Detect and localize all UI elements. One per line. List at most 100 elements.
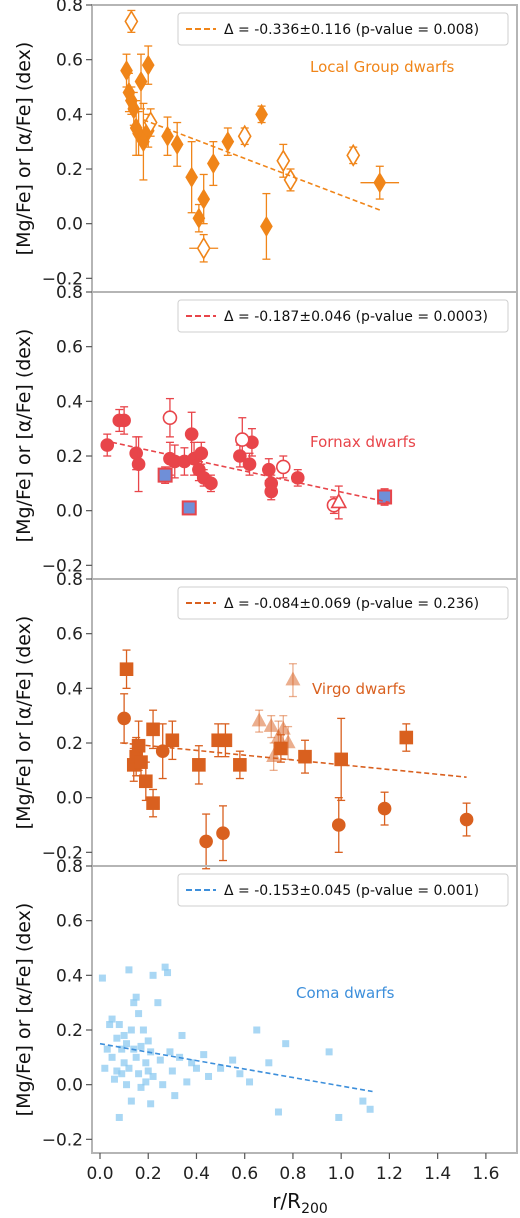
data-point — [144, 1037, 152, 1045]
data-point — [204, 476, 218, 491]
data-point — [366, 1105, 374, 1113]
data-point — [142, 1059, 150, 1067]
data-point — [242, 457, 257, 472]
data-point — [141, 54, 155, 76]
data-point — [146, 796, 160, 810]
data-point — [118, 1045, 126, 1053]
y-tick-label: 0.4 — [56, 679, 83, 699]
data-point — [120, 1031, 128, 1039]
legend-text-local-group: Δ = -0.336±0.116 (p-value = 0.008) — [224, 22, 479, 38]
data-point — [280, 734, 296, 749]
data-point — [265, 1059, 273, 1067]
data-point — [135, 1010, 143, 1018]
fit-line-local-group — [143, 119, 381, 211]
data-point — [377, 801, 392, 816]
annotation-coma: Coma dwarfs — [296, 984, 395, 1002]
y-tick-label: 0.6 — [56, 912, 83, 932]
legend-text-virgo: Δ = -0.084±0.069 (p-value = 0.236) — [224, 596, 479, 612]
data-point — [196, 236, 211, 260]
data-point — [459, 812, 474, 827]
data-point — [199, 834, 213, 849]
data-point — [200, 1051, 208, 1059]
y-tick-label: 0.2 — [56, 734, 83, 754]
y-tick-label: 0.6 — [56, 51, 83, 71]
data-point — [139, 1026, 147, 1034]
data-point — [118, 1070, 126, 1078]
data-point — [192, 758, 206, 772]
y-tick-label: −0.2 — [42, 269, 83, 289]
data-point — [117, 711, 131, 726]
data-point — [282, 1040, 290, 1048]
y-tick-label: 0.4 — [56, 105, 83, 125]
y-axis-label-virgo: [Mg/Fe] or [α/Fe] (dex) — [13, 616, 35, 830]
data-point — [170, 133, 184, 155]
x-tick-label: 1.0 — [328, 1164, 355, 1184]
data-point — [218, 733, 233, 748]
y-tick-label: 0.0 — [56, 502, 83, 522]
data-point — [262, 462, 276, 477]
data-point — [125, 966, 133, 974]
panel-local-group: Local Group dwarfs [Mg/Fe] or [α/Fe] (de… — [13, 0, 518, 293]
data-point — [237, 124, 252, 148]
data-point — [156, 1056, 164, 1064]
data-point — [132, 1053, 140, 1061]
data-point — [142, 1078, 150, 1086]
data-point — [123, 1081, 131, 1089]
fit-line-virgo — [121, 742, 467, 778]
data-point — [373, 172, 387, 194]
data-point — [127, 1097, 135, 1105]
x-tick-label: 0.0 — [86, 1164, 113, 1184]
data-point — [264, 484, 279, 499]
data-point — [162, 410, 178, 426]
data-point — [110, 1075, 118, 1083]
y-tick-label: −0.2 — [42, 1130, 83, 1150]
data-point — [113, 1034, 121, 1042]
y-tick-label: 0.8 — [56, 0, 83, 16]
x-tick-label: 1.6 — [472, 1164, 499, 1184]
y-tick-label: 0.0 — [56, 789, 83, 809]
data-point — [130, 999, 138, 1007]
data-point — [119, 662, 134, 677]
data-point — [298, 749, 312, 764]
data-point — [260, 215, 273, 237]
data-point — [217, 1064, 225, 1072]
y-tick-label: 0.2 — [56, 447, 83, 467]
data-point — [205, 1072, 213, 1080]
y-axis-label-local-group: [Mg/Fe] or [α/Fe] (dex) — [13, 42, 35, 256]
data-point — [194, 446, 209, 461]
data-point — [147, 1100, 155, 1108]
data-point — [183, 1078, 191, 1086]
data-point — [135, 1070, 143, 1078]
y-tick-label: 0.2 — [56, 1021, 83, 1041]
y-tick-label: 0.8 — [56, 570, 83, 590]
data-point — [331, 818, 346, 832]
data-point — [399, 730, 414, 745]
data-point — [166, 1048, 174, 1056]
data-point — [188, 1059, 196, 1067]
data-point — [125, 1064, 133, 1072]
y-tick-label: 0.6 — [56, 625, 83, 645]
legend-text-coma: Δ = -0.153±0.045 (p-value = 0.001) — [224, 883, 479, 899]
data-point — [184, 427, 199, 441]
axes-frame-virgo — [91, 578, 518, 867]
data-point — [149, 971, 157, 979]
data-point — [285, 671, 301, 686]
data-point — [100, 438, 115, 452]
data-point — [275, 459, 291, 475]
y-tick-label: 0.8 — [56, 283, 83, 303]
data-point — [270, 728, 286, 743]
data-point — [139, 774, 153, 789]
data-point — [131, 738, 146, 753]
data-point — [113, 1067, 121, 1075]
data-point — [234, 432, 250, 447]
y-tick-label: 0.8 — [56, 857, 83, 877]
axes-frame-fornax — [91, 291, 518, 580]
data-point — [144, 1067, 152, 1075]
panel-fornax: Fornax dwarfs [Mg/Fe] or [α/Fe] (dex) −0… — [13, 283, 518, 580]
data-point — [181, 500, 197, 516]
data-point — [106, 1021, 114, 1029]
data-point — [168, 1067, 176, 1075]
legend-text-fornax: Δ = -0.187±0.046 (p-value = 0.0003) — [224, 309, 488, 325]
data-point — [251, 712, 267, 727]
data-point — [335, 1113, 343, 1121]
